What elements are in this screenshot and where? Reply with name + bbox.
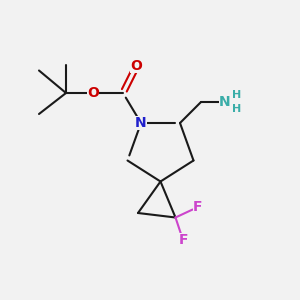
Text: H: H — [232, 104, 241, 115]
Text: N: N — [219, 95, 231, 109]
Text: H: H — [232, 89, 241, 100]
Text: F: F — [178, 233, 188, 247]
Text: O: O — [87, 86, 99, 100]
Text: N: N — [135, 116, 147, 130]
Text: F: F — [193, 200, 203, 214]
Text: O: O — [130, 59, 142, 73]
